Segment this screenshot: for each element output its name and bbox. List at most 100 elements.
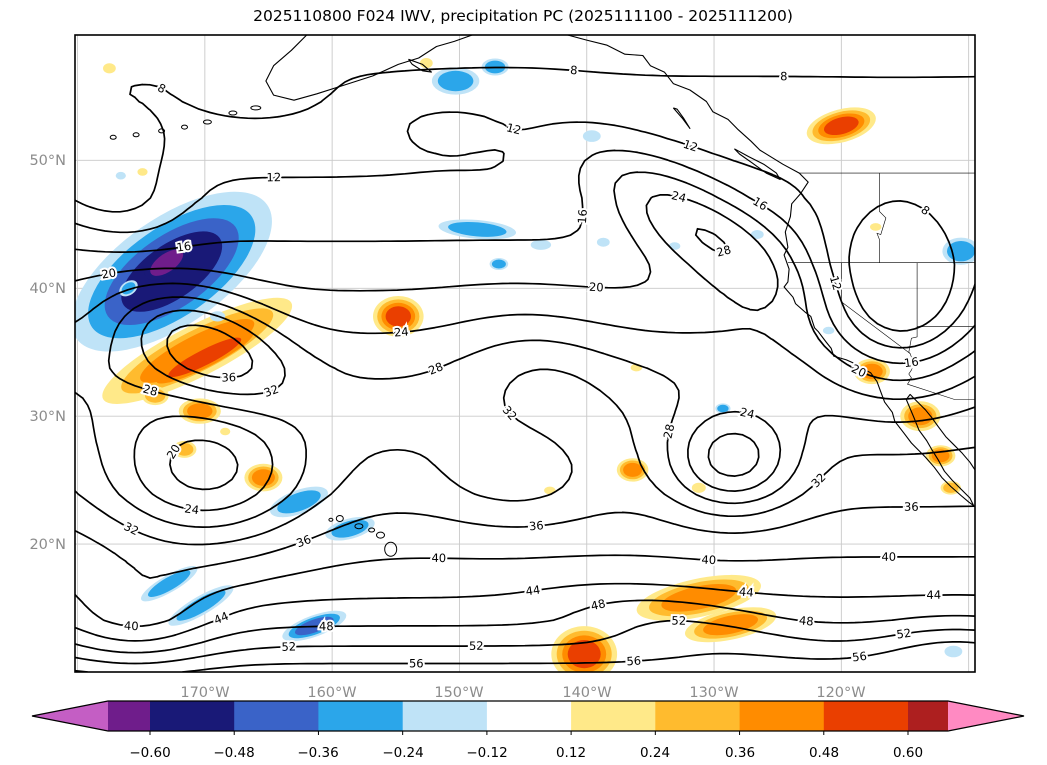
pc-anomaly-region (623, 462, 643, 477)
contour-label: 48 (798, 613, 814, 628)
contour-label: 12 (827, 274, 845, 292)
island-outline (368, 527, 376, 533)
pc-anomaly-region (596, 237, 610, 247)
border-line (876, 173, 887, 263)
coastline (408, 58, 432, 73)
iwv-contour-level-56 (75, 641, 975, 672)
cb-tick-2: −0.36 (297, 745, 338, 761)
colorbar-segment (318, 701, 404, 731)
contour-label: 16 (903, 354, 919, 370)
pc-anomaly-region (145, 388, 166, 403)
iwv-contour-level-24 (75, 194, 975, 512)
contour-label: 28 (141, 382, 159, 399)
contour-label: 36 (528, 518, 544, 533)
y-tick-40n: 40°N (29, 281, 66, 297)
coastline (672, 107, 691, 129)
iwv-contour-level-32 (75, 309, 975, 546)
colorbar-segment (655, 701, 740, 731)
contour-label: 44 (738, 584, 754, 599)
contour-label: 36 (221, 370, 236, 385)
contour-label: 32 (122, 519, 141, 538)
pc-anomaly-region (750, 230, 764, 239)
contour-label: 40 (881, 550, 896, 564)
island-outline (158, 128, 166, 134)
contour-label: 8 (155, 80, 168, 96)
contour-label: 48 (319, 619, 334, 633)
contour-label: 8 (780, 69, 787, 83)
pc-anomaly-region (870, 223, 882, 231)
colorbar-arrow-right (948, 701, 1024, 731)
colorbar-segment (823, 701, 909, 731)
colorbar-segment (739, 701, 825, 731)
pc-anomaly-region (530, 239, 552, 250)
contour-label: 16 (750, 194, 770, 214)
state-borders (787, 172, 975, 400)
island-outline (335, 515, 344, 522)
pc-anomaly-region (137, 168, 148, 176)
contour-label: 24 (393, 324, 409, 339)
x-tick-130w: 130°W (689, 685, 738, 701)
y-tick-30n: 30°N (29, 409, 66, 425)
pc-anomaly-region (419, 58, 433, 69)
pc-anomaly-region (567, 640, 601, 669)
coastline (265, 35, 473, 101)
contour-label: 52 (671, 613, 686, 627)
colorbar-segment (486, 701, 572, 731)
x-tick-160w: 160°W (307, 685, 356, 701)
coastline (734, 148, 781, 181)
border-line (841, 262, 975, 400)
contour-label: 32 (262, 382, 281, 400)
contour-labels: 888 8121212121616161620202020242424242828… (98, 61, 943, 672)
cb-tick-0: −0.60 (129, 745, 170, 761)
cb-tick-1: −0.48 (213, 745, 254, 761)
iwv-contour-level-48 (75, 599, 975, 654)
contour-label: 20 (100, 265, 117, 281)
iwv-contours (75, 66, 975, 672)
pc-anomaly-region (331, 519, 369, 538)
island-outline (181, 124, 188, 130)
pc-anomaly-region (277, 490, 321, 514)
contour-label: 16 (575, 209, 590, 225)
iwv-contour-level-36 (75, 324, 975, 579)
pc-anomaly-region (717, 404, 729, 413)
colorbar (31, 700, 1025, 735)
iwv-contour-level-44 (75, 582, 975, 642)
pc-anomaly-region (861, 363, 883, 380)
contour-label: 52 (469, 639, 484, 653)
contour-label: 44 (212, 609, 231, 628)
colorbar-outline (31, 700, 1025, 732)
lat-lon-gridlines (75, 35, 975, 672)
colorbar-segment (402, 701, 488, 731)
border-line (908, 262, 918, 354)
contour-label: 40 (701, 552, 716, 567)
island-outline (202, 119, 212, 125)
y-axis-tick-labels: 50°N 40°N 30°N 20°N (29, 153, 66, 553)
contour-label: 36 (294, 532, 313, 550)
contour-label: 56 (851, 649, 867, 665)
colorbar-segment (571, 701, 656, 731)
pc-anomaly-region (944, 645, 963, 658)
contour-label: 16 (176, 239, 192, 255)
colorbar-segment (234, 701, 319, 731)
pc-anomaly-region (115, 171, 126, 180)
pc-anomaly-region (385, 306, 411, 327)
y-tick-50n: 50°N (29, 153, 66, 169)
pc-anomaly-region (437, 70, 474, 92)
x-axis-tick-labels: 170°W 160°W 150°W 140°W 130°W 120°W (180, 685, 865, 701)
iwv-contour-level-28 (75, 227, 975, 528)
pc-anomaly-region (491, 259, 506, 269)
island-outline (250, 105, 262, 111)
cb-tick-3: −0.24 (382, 745, 423, 761)
colorbar-arrow-left (32, 701, 108, 731)
contour-label: 20 (589, 280, 604, 295)
coastlines (109, 35, 975, 557)
contour-label: 28 (715, 242, 733, 259)
pc-anomaly-region (703, 614, 759, 636)
iwv-contour-level-52 (75, 619, 975, 665)
y-tick-20n: 20°N (29, 537, 66, 553)
island-outline (109, 134, 117, 140)
island-outline (376, 531, 385, 539)
pc-anomaly-region (220, 427, 231, 436)
iwv-contour-level-12 (75, 111, 975, 349)
